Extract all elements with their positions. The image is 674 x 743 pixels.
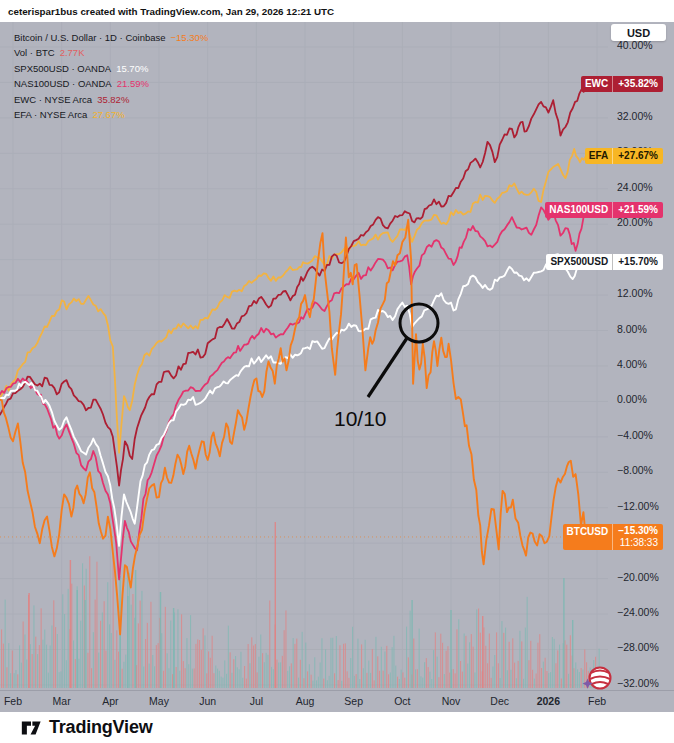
legend-symbol: Vol · BTC: [14, 45, 55, 60]
x-axis-label: Dec: [490, 695, 509, 707]
x-axis-label: Apr: [102, 695, 118, 707]
legend-row[interactable]: Vol · BTC 2.77K: [14, 45, 208, 60]
volume-bars[interactable]: [1, 522, 600, 688]
x-axis-label: Sep: [344, 695, 363, 707]
series-line-btcusd[interactable]: [0, 220, 586, 635]
y-axis-label: 40.00%: [617, 39, 653, 55]
legend-symbol: SPX500USD · OANDA: [14, 61, 111, 76]
legend-symbol: EFA · NYSE Arca: [14, 107, 87, 122]
price-label-value: +35.82%: [613, 76, 663, 92]
price-label-value: +27.67%: [613, 148, 663, 164]
x-axis-label: Jun: [199, 695, 216, 707]
y-axis-label: −24.00%: [617, 606, 659, 622]
legend-value: 21.59%: [117, 76, 149, 91]
x-axis-label: Feb: [588, 695, 606, 707]
y-axis-label: 24.00%: [617, 181, 653, 197]
tradingview-wordmark[interactable]: TradingView: [49, 717, 153, 738]
y-axis-label: −4.00%: [617, 429, 653, 445]
price-label-symbol: EFA: [585, 148, 612, 164]
y-axis-label: 4.00%: [617, 358, 647, 374]
tradingview-logo-icon[interactable]: [20, 717, 42, 739]
x-axis-label: Aug: [296, 695, 315, 707]
legend-row[interactable]: Bitcoin / U.S. Dollar · 1D · Coinbase −15…: [14, 30, 208, 45]
y-axis-label: 32.00%: [617, 110, 653, 126]
legend-row[interactable]: NAS100USD · OANDA 21.59%: [14, 76, 208, 91]
price-label-symbol: SPX500USD: [546, 254, 612, 270]
price-label-time: 11:38:33: [620, 537, 658, 549]
legend: Bitcoin / U.S. Dollar · 1D · Coinbase −15…: [14, 30, 208, 122]
legend-symbol: Bitcoin / U.S. Dollar · 1D · Coinbase: [14, 30, 166, 45]
y-axis-label: 20.00%: [617, 216, 653, 232]
x-axis-label: Feb: [4, 695, 22, 707]
legend-row[interactable]: SPX500USD · OANDA 15.70%: [14, 61, 208, 76]
annotation-text: 10/10: [334, 407, 387, 430]
x-axis-label: Jul: [250, 695, 263, 707]
y-axis-label: −20.00%: [617, 571, 659, 587]
attribution: ceterispar1bus created with TradingView.…: [0, 0, 674, 22]
x-axis-label: Nov: [442, 695, 461, 707]
x-axis-label: 2026: [537, 695, 560, 707]
price-label-spx500usd[interactable]: SPX500USD+15.70%: [546, 254, 663, 270]
price-label-symbol: NAS100USD: [545, 202, 612, 218]
legend-value: 2.77K: [60, 45, 85, 60]
chart-area[interactable]: 10/10 Bitcoin / U.S. Dollar · 1D · Coinb…: [0, 22, 674, 712]
legend-value: 27.67%: [92, 107, 124, 122]
series-line-efa[interactable]: [0, 149, 586, 453]
y-axis-label: 12.00%: [617, 287, 653, 303]
series-line-ewc[interactable]: [0, 84, 586, 486]
legend-symbol: EWC · NYSE Arca: [14, 92, 92, 107]
x-axis[interactable]: Feb Mar Apr May Jun Jul Aug Sep Oct Nov Dec 2026 Feb: [0, 690, 674, 712]
x-axis-label: Oct: [394, 695, 410, 707]
legend-value: 15.70%: [116, 61, 148, 76]
currency-toggle-button[interactable]: USD: [611, 24, 666, 41]
footer: TradingView: [0, 712, 674, 743]
price-label-ewc[interactable]: EWC+35.82%: [581, 76, 663, 92]
legend-row[interactable]: EFA · NYSE Arca 27.67%: [14, 107, 208, 122]
price-label-symbol: EWC: [581, 76, 612, 92]
y-axis-label: 8.00%: [617, 323, 647, 339]
series-line-nas100usd[interactable]: [0, 207, 586, 579]
legend-symbol: NAS100USD · OANDA: [14, 76, 112, 91]
y-axis-label: 0.00%: [617, 393, 647, 409]
legend-row[interactable]: EWC · NYSE Arca 35.82%: [14, 92, 208, 107]
chart-canvas[interactable]: 10/10: [0, 22, 674, 712]
y-axis-label: −8.00%: [617, 464, 653, 480]
y-axis-label: −12.00%: [617, 500, 659, 516]
x-axis-label: May: [149, 695, 169, 707]
drawing-annotation[interactable]: 10/10: [334, 304, 438, 430]
price-label-value: +21.59%: [613, 202, 663, 218]
y-axis-label: −28.00%: [617, 641, 659, 657]
legend-value: −15.30%: [171, 30, 209, 45]
price-label-nas100usd[interactable]: NAS100USD+21.59%: [545, 202, 663, 218]
legend-value: 35.82%: [97, 92, 129, 107]
price-label-value: −15.30%11:38:33: [613, 524, 663, 551]
price-label-efa[interactable]: EFA+27.67%: [585, 148, 663, 164]
price-label-value: +15.70%: [613, 254, 663, 270]
price-label-symbol: BTCUSD: [563, 524, 613, 551]
price-label-btcusd[interactable]: BTCUSD−15.30%11:38:33: [563, 524, 663, 551]
x-axis-label: Mar: [53, 695, 71, 707]
